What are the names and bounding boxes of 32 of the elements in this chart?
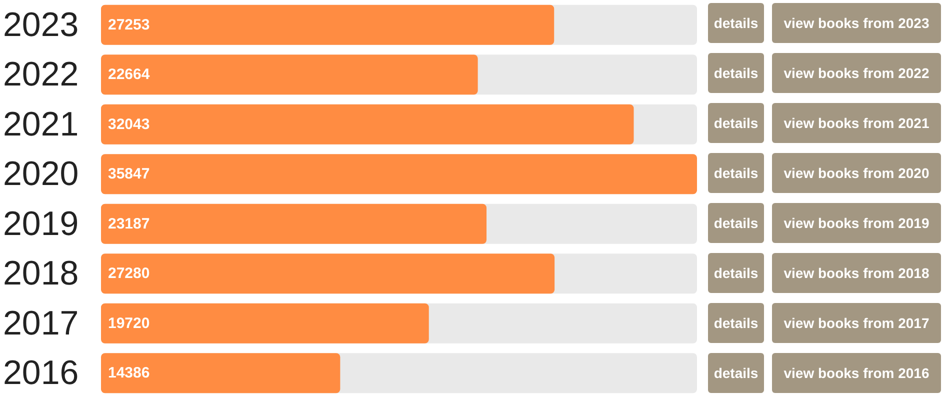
details-button: details xyxy=(708,253,764,293)
view-books-button: view books from 2023 xyxy=(772,3,941,43)
view-books-button: view books from 2020 xyxy=(772,153,941,193)
data-label: 19720 xyxy=(108,314,150,332)
view-books-button: view books from 2021 xyxy=(772,103,941,143)
view-books-button: view books from 2019 xyxy=(772,203,941,243)
y-tick-label: 2017 xyxy=(3,304,79,342)
y-tick-label: 2019 xyxy=(3,204,79,243)
details-button: details xyxy=(708,103,764,143)
view-books-button: view books from 2016 xyxy=(772,353,941,393)
data-label: 22664 xyxy=(108,66,150,84)
details-button: details xyxy=(708,303,764,343)
details-button: details xyxy=(708,353,764,393)
details-button: details xyxy=(708,53,764,93)
data-label: 14386 xyxy=(108,364,150,382)
y-tick-label: 2020 xyxy=(3,155,79,194)
data-label: 32043 xyxy=(108,116,150,133)
details-button: details xyxy=(708,203,764,243)
data-label: 35847 xyxy=(108,166,150,183)
view-books-button: view books from 2022 xyxy=(772,53,941,93)
data-label: 27253 xyxy=(108,16,150,34)
y-tick-label: 2021 xyxy=(3,105,79,144)
details-button: details xyxy=(708,3,764,43)
y-tick-label: 2023 xyxy=(3,6,79,44)
data-label: 23187 xyxy=(108,215,150,232)
y-tick-label: 2018 xyxy=(3,254,79,293)
y-tick-label: 2016 xyxy=(3,354,79,392)
view-books-button: view books from 2017 xyxy=(772,303,941,343)
data-label: 27280 xyxy=(108,265,150,282)
y-tick-label: 2022 xyxy=(3,56,79,94)
details-button: details xyxy=(708,153,764,193)
view-books-button: view books from 2018 xyxy=(772,253,941,293)
